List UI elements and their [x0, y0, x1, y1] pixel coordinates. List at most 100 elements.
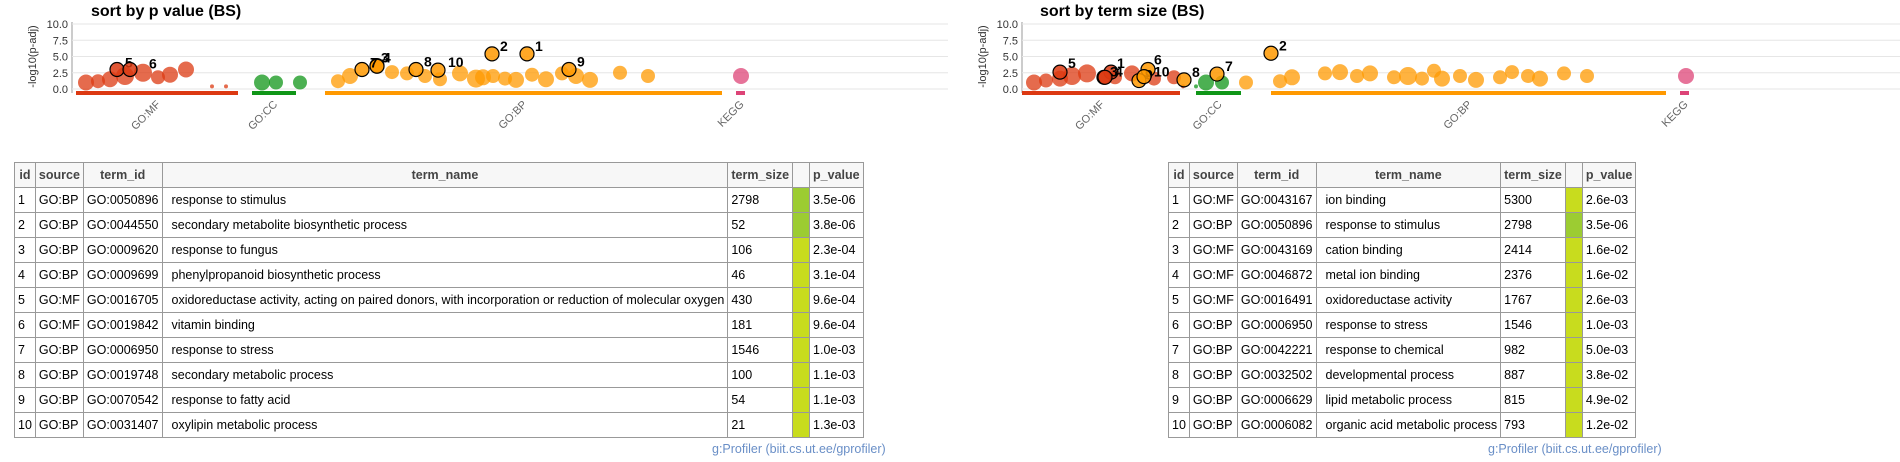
data-point[interactable]: [269, 75, 283, 90]
data-point[interactable]: [1318, 66, 1332, 81]
data-point[interactable]: [525, 67, 539, 82]
data-point[interactable]: [162, 66, 178, 83]
highlighted-point[interactable]: [1097, 69, 1113, 85]
highlighted-point[interactable]: [1176, 72, 1192, 88]
table-row[interactable]: 5 GO:MF GO:0016705 oxidoreductase activity,…: [14, 287, 864, 313]
data-point[interactable]: [1332, 64, 1348, 81]
table-row[interactable]: 5 GO:MF GO:0016491 oxidoreductase activity 1…: [1168, 287, 1637, 313]
highlighted-point[interactable]: [1052, 64, 1068, 80]
data-point[interactable]: [1557, 66, 1571, 81]
column-header: source: [1188, 162, 1238, 188]
table-row[interactable]: 8 GO:BP GO:0019748 secondary metabolic proc…: [14, 362, 864, 388]
data-point[interactable]: [254, 74, 270, 91]
data-point[interactable]: [508, 71, 524, 88]
data-point[interactable]: [1678, 68, 1694, 84]
table-row[interactable]: 2 GO:BP GO:0044550 secondary metabolite bio…: [14, 212, 864, 238]
table-row[interactable]: 6 GO:BP GO:0006950 response to stress 1546 1.…: [1168, 312, 1637, 338]
data-point[interactable]: [1239, 75, 1253, 90]
data-point[interactable]: [1198, 74, 1214, 91]
table-row[interactable]: 3 GO:MF GO:0043169 cation binding 2414 1.6e-0…: [1168, 237, 1637, 263]
table-row[interactable]: 3 GO:BP GO:0009620 response to fungus 106 2.3…: [14, 237, 864, 263]
data-point[interactable]: [1039, 73, 1053, 88]
highlighted-point[interactable]: [408, 61, 424, 78]
table-row[interactable]: 6 GO:MF GO:0019842 vitamin binding 181 9.6e-0…: [14, 312, 864, 338]
data-point[interactable]: [1387, 70, 1401, 85]
table-row[interactable]: 7 GO:BP GO:0042221 response to chemical 982 5…: [1168, 337, 1637, 363]
data-point[interactable]: [1505, 65, 1519, 80]
table-row[interactable]: 1 GO:MF GO:0043167 ion binding 5300 2.6e-03: [1168, 187, 1637, 213]
highlighted-point[interactable]: [1136, 69, 1152, 85]
highlighted-point[interactable]: [1263, 45, 1279, 61]
chart-panel-term-size: sort by term size (BS) -log10(p-adj) 0.0 2…: [960, 0, 1900, 462]
data-point[interactable]: [1532, 70, 1548, 87]
p-value-cell: 9.6e-04: [809, 312, 864, 338]
highlighted-point[interactable]: [122, 61, 138, 78]
data-point[interactable]: [91, 74, 105, 89]
highlighted-point[interactable]: [369, 58, 385, 74]
data-point[interactable]: [385, 65, 399, 80]
term-name-cell: oxylipin metabolic process: [161, 412, 729, 438]
p-value-color-cell: [1564, 337, 1583, 363]
data-point[interactable]: [1415, 71, 1429, 86]
table-row[interactable]: 8 GO:BP GO:0032502 developmental process 887…: [1168, 362, 1637, 388]
highlighted-point[interactable]: [519, 46, 535, 62]
term-size-cell: 1767: [1500, 287, 1566, 313]
data-point[interactable]: [293, 75, 307, 90]
data-point[interactable]: [641, 69, 655, 83]
highlighted-point[interactable]: [354, 61, 370, 78]
x-tick-label: KEGG: [716, 99, 747, 130]
data-point[interactable]: [1453, 69, 1467, 83]
point-label: 3: [1110, 63, 1118, 79]
source-cell: GO:BP: [1188, 337, 1238, 363]
data-point[interactable]: [1493, 70, 1507, 85]
highlighted-point[interactable]: [430, 62, 446, 78]
data-point[interactable]: [224, 84, 228, 89]
data-point[interactable]: [134, 63, 152, 82]
data-point[interactable]: [1273, 74, 1287, 89]
data-point[interactable]: [151, 70, 165, 85]
data-point[interactable]: [178, 61, 194, 78]
data-point[interactable]: [486, 69, 500, 83]
data-point[interactable]: [331, 74, 345, 89]
gprofiler-credit[interactable]: g:Profiler (biit.cs.ut.ee/gprofiler): [1488, 442, 1662, 456]
source-cell: GO:BP: [1188, 362, 1238, 388]
p-value-cell: 2.3e-04: [809, 237, 864, 263]
table-row[interactable]: 7 GO:BP GO:0006950 response to stress 1546 1.…: [14, 337, 864, 363]
table-row[interactable]: 1 GO:BP GO:0050896 response to stimulus 2798…: [14, 187, 864, 213]
table-row[interactable]: 10 GO:BP GO:0031407 oxylipin metabolic proc…: [14, 412, 864, 438]
table-row[interactable]: 9 GO:BP GO:0006629 lipid metabolic process 8…: [1168, 387, 1637, 413]
id-cell: 3: [1168, 237, 1190, 263]
data-point[interactable]: [733, 68, 749, 84]
table-row[interactable]: 4 GO:MF GO:0046872 metal ion binding 2376 1.6…: [1168, 262, 1637, 288]
table-row[interactable]: 10 GO:BP GO:0006082 organic acid metabolic …: [1168, 412, 1637, 438]
data-point[interactable]: [342, 68, 358, 84]
data-point[interactable]: [1362, 65, 1378, 82]
highlighted-point[interactable]: [1209, 66, 1225, 82]
data-point[interactable]: [1468, 71, 1484, 88]
data-point[interactable]: [1580, 69, 1594, 83]
data-point[interactable]: [613, 65, 627, 80]
data-point[interactable]: [1026, 74, 1042, 91]
data-point[interactable]: [538, 71, 554, 88]
table-row[interactable]: 2 GO:BP GO:0050896 response to stimulus 2798…: [1168, 212, 1637, 238]
highlighted-point[interactable]: [484, 46, 500, 62]
data-point[interactable]: [1434, 70, 1450, 87]
data-point[interactable]: [452, 65, 468, 82]
data-point[interactable]: [1399, 67, 1417, 85]
data-point[interactable]: [1521, 69, 1535, 83]
data-point[interactable]: [78, 74, 94, 91]
highlighted-point[interactable]: [109, 61, 125, 78]
data-point[interactable]: [1284, 69, 1300, 86]
point-label: 1: [1117, 55, 1125, 71]
table-row[interactable]: 4 GO:BP GO:0009699 phenylpropanoid biosynth…: [14, 262, 864, 288]
data-point[interactable]: [1078, 64, 1096, 83]
gprofiler-credit[interactable]: g:Profiler (biit.cs.ut.ee/gprofiler): [712, 442, 886, 456]
data-point[interactable]: [1350, 69, 1364, 83]
data-point[interactable]: [210, 84, 214, 89]
highlighted-point[interactable]: [561, 61, 577, 78]
term-size-cell: 982: [1500, 337, 1566, 363]
term-size-cell: 2798: [727, 187, 794, 213]
data-point[interactable]: [1194, 84, 1198, 89]
table-row[interactable]: 9 GO:BP GO:0070542 response to fatty acid 54…: [14, 387, 864, 413]
data-point[interactable]: [582, 71, 598, 88]
